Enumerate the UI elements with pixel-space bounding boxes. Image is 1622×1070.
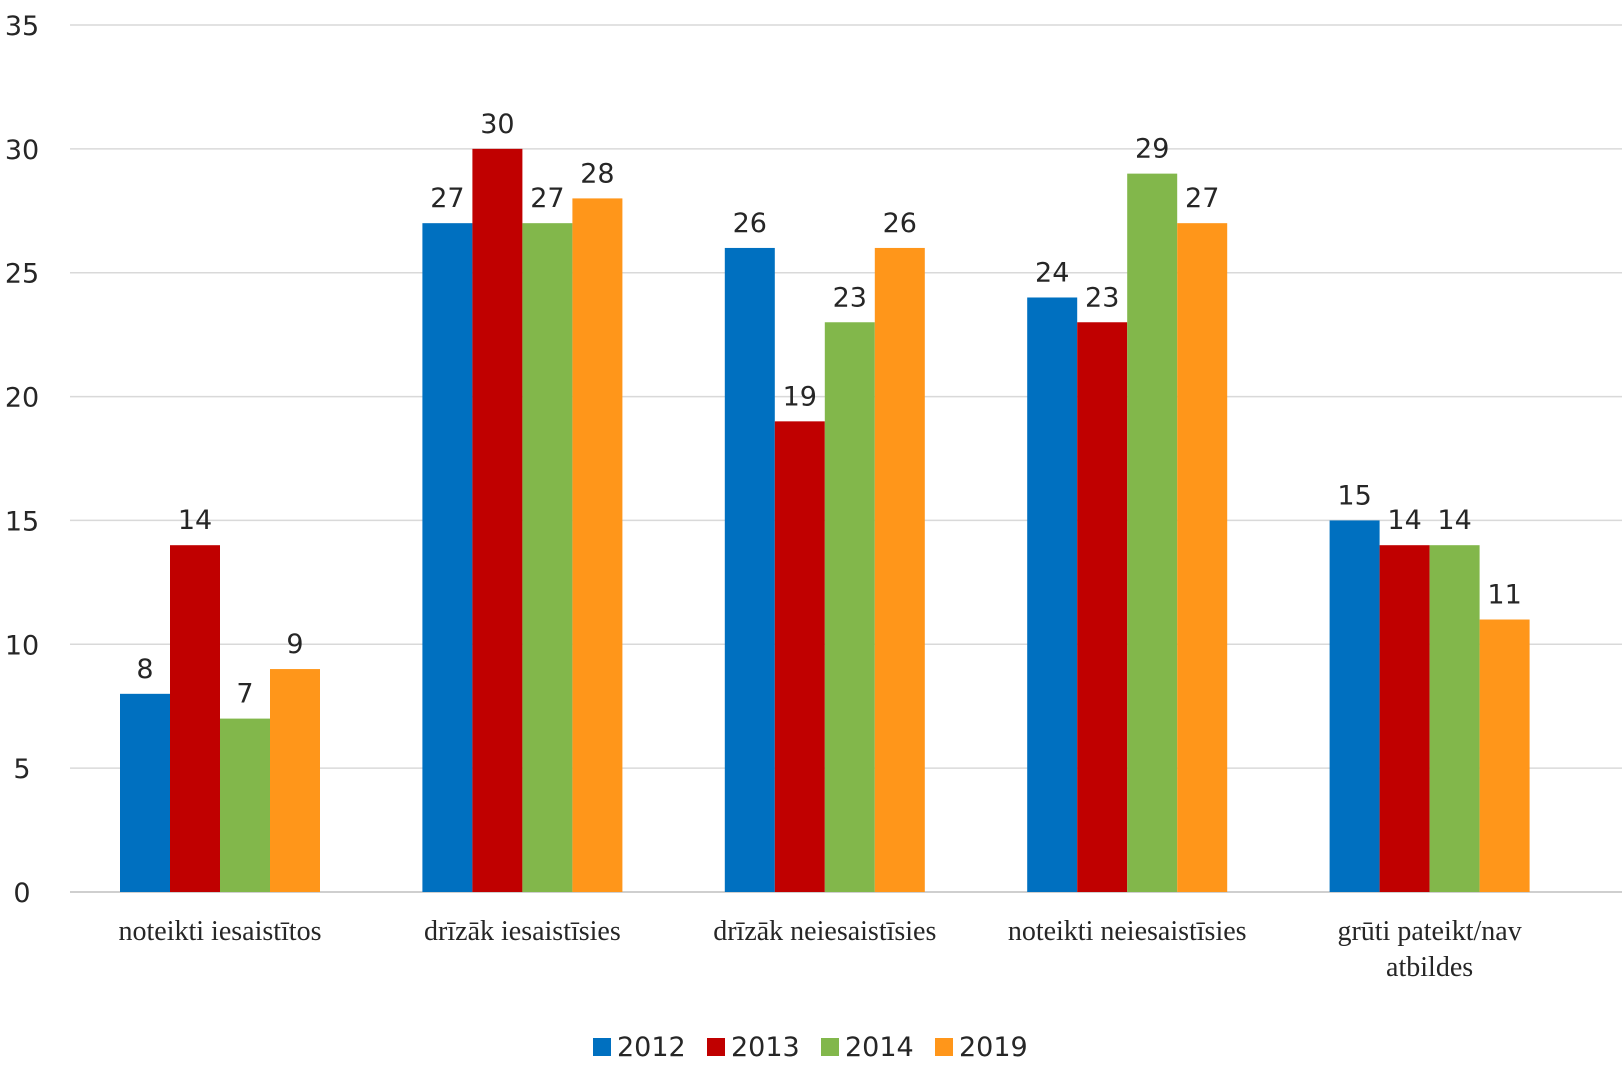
data-label-2013: 14 [1387,505,1421,536]
y-tick-label: 20 [5,383,39,414]
data-label-2012: 24 [1035,257,1069,288]
data-label-2014: 27 [530,183,564,214]
bar-2013 [1077,322,1128,892]
x-axis-category-labels: noteikti iesaistītos drīzāk iesaistīsies d… [119,916,1522,983]
bar-2012 [120,693,170,892]
y-tick-label: 15 [5,506,39,537]
data-labels: 8 14 7 9 27 30 27 28 26 19 23 26 24 23 29 27 15 14 14 11 [136,109,1521,710]
data-label-2019: 27 [1185,183,1219,214]
bar-2019 [1177,223,1228,892]
category-label: drīzāk neiesaistīsies [713,916,936,947]
legend-label-2013: 2013 [731,1032,800,1063]
legend-label-2012: 2012 [617,1032,686,1063]
data-label-2019: 26 [883,208,917,239]
data-label-2019: 9 [286,629,303,660]
category-label: noteikti neiesaistīsies [1008,916,1247,947]
bar-2019 [1479,619,1530,892]
legend-swatch-2013 [707,1038,725,1056]
bar-2012 [1329,520,1380,892]
data-label-2012: 26 [733,208,767,239]
data-label-2019: 28 [580,158,614,189]
data-label-2013: 19 [783,381,817,412]
y-tick-label: 25 [5,259,39,290]
category-label: atbildes [1386,952,1473,983]
y-tick-label: 30 [5,135,39,166]
data-label-2019: 11 [1487,580,1521,611]
data-label-2012: 15 [1337,480,1371,511]
y-tick-label: 10 [5,630,39,661]
category-label: noteikti iesaistītos [119,916,322,947]
bar-2013 [472,148,523,892]
data-label-2014: 7 [236,679,253,710]
data-label-2014: 29 [1135,134,1169,165]
data-label-2014: 23 [833,282,867,313]
bar-2014 [824,322,875,892]
legend-swatch-2014 [821,1038,839,1056]
bar-2012 [1027,297,1078,892]
bar-2012 [422,223,473,892]
bar-2019 [270,669,320,892]
bar-2014 [522,223,573,892]
category-label: drīzāk iesaistīsies [424,916,621,947]
y-tick-label: 5 [13,754,30,785]
bars [120,148,1530,893]
legend-swatch-2012 [593,1038,611,1056]
bar-2012 [724,247,775,892]
bar-2013 [1379,545,1430,892]
y-axis-tick-labels: 0 5 10 15 20 25 30 35 [5,11,39,909]
data-label-2014: 14 [1437,505,1471,536]
y-tick-label: 35 [5,11,39,42]
bar-2014 [220,718,270,892]
legend-label-2019: 2019 [959,1032,1028,1063]
bar-2019 [874,247,925,892]
data-label-2013: 14 [178,505,212,536]
bar-2013 [774,421,825,892]
data-label-2012: 27 [430,183,464,214]
bar-2014 [1127,173,1178,893]
data-label-2013: 30 [480,109,514,140]
bar-2014 [1429,545,1480,892]
data-label-2012: 8 [136,654,153,685]
legend-label-2014: 2014 [845,1032,914,1063]
bar-2019 [572,198,623,892]
legend-swatch-2019 [935,1038,953,1056]
bar-2013 [170,545,220,892]
legend: 2012 2013 2014 2019 [593,1032,1028,1063]
data-label-2013: 23 [1085,282,1119,313]
y-tick-label: 0 [13,878,30,909]
category-label: grūti pateikt/nav [1337,916,1521,947]
